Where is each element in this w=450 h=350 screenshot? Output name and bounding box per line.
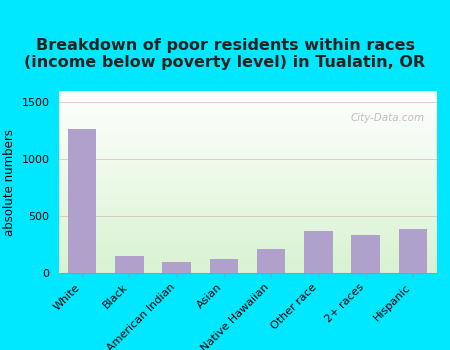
Bar [210, 259, 238, 273]
Text: City-Data.com: City-Data.com [351, 113, 425, 123]
Bar [351, 235, 380, 273]
Bar [304, 231, 333, 273]
Bar [399, 229, 427, 273]
Y-axis label: absolute numbers: absolute numbers [3, 128, 16, 236]
Bar [257, 249, 285, 273]
Bar [68, 128, 96, 273]
Text: Breakdown of poor residents within races
(income below poverty level) in Tualati: Breakdown of poor residents within races… [24, 37, 426, 70]
Bar [115, 256, 144, 273]
Bar [162, 262, 191, 273]
